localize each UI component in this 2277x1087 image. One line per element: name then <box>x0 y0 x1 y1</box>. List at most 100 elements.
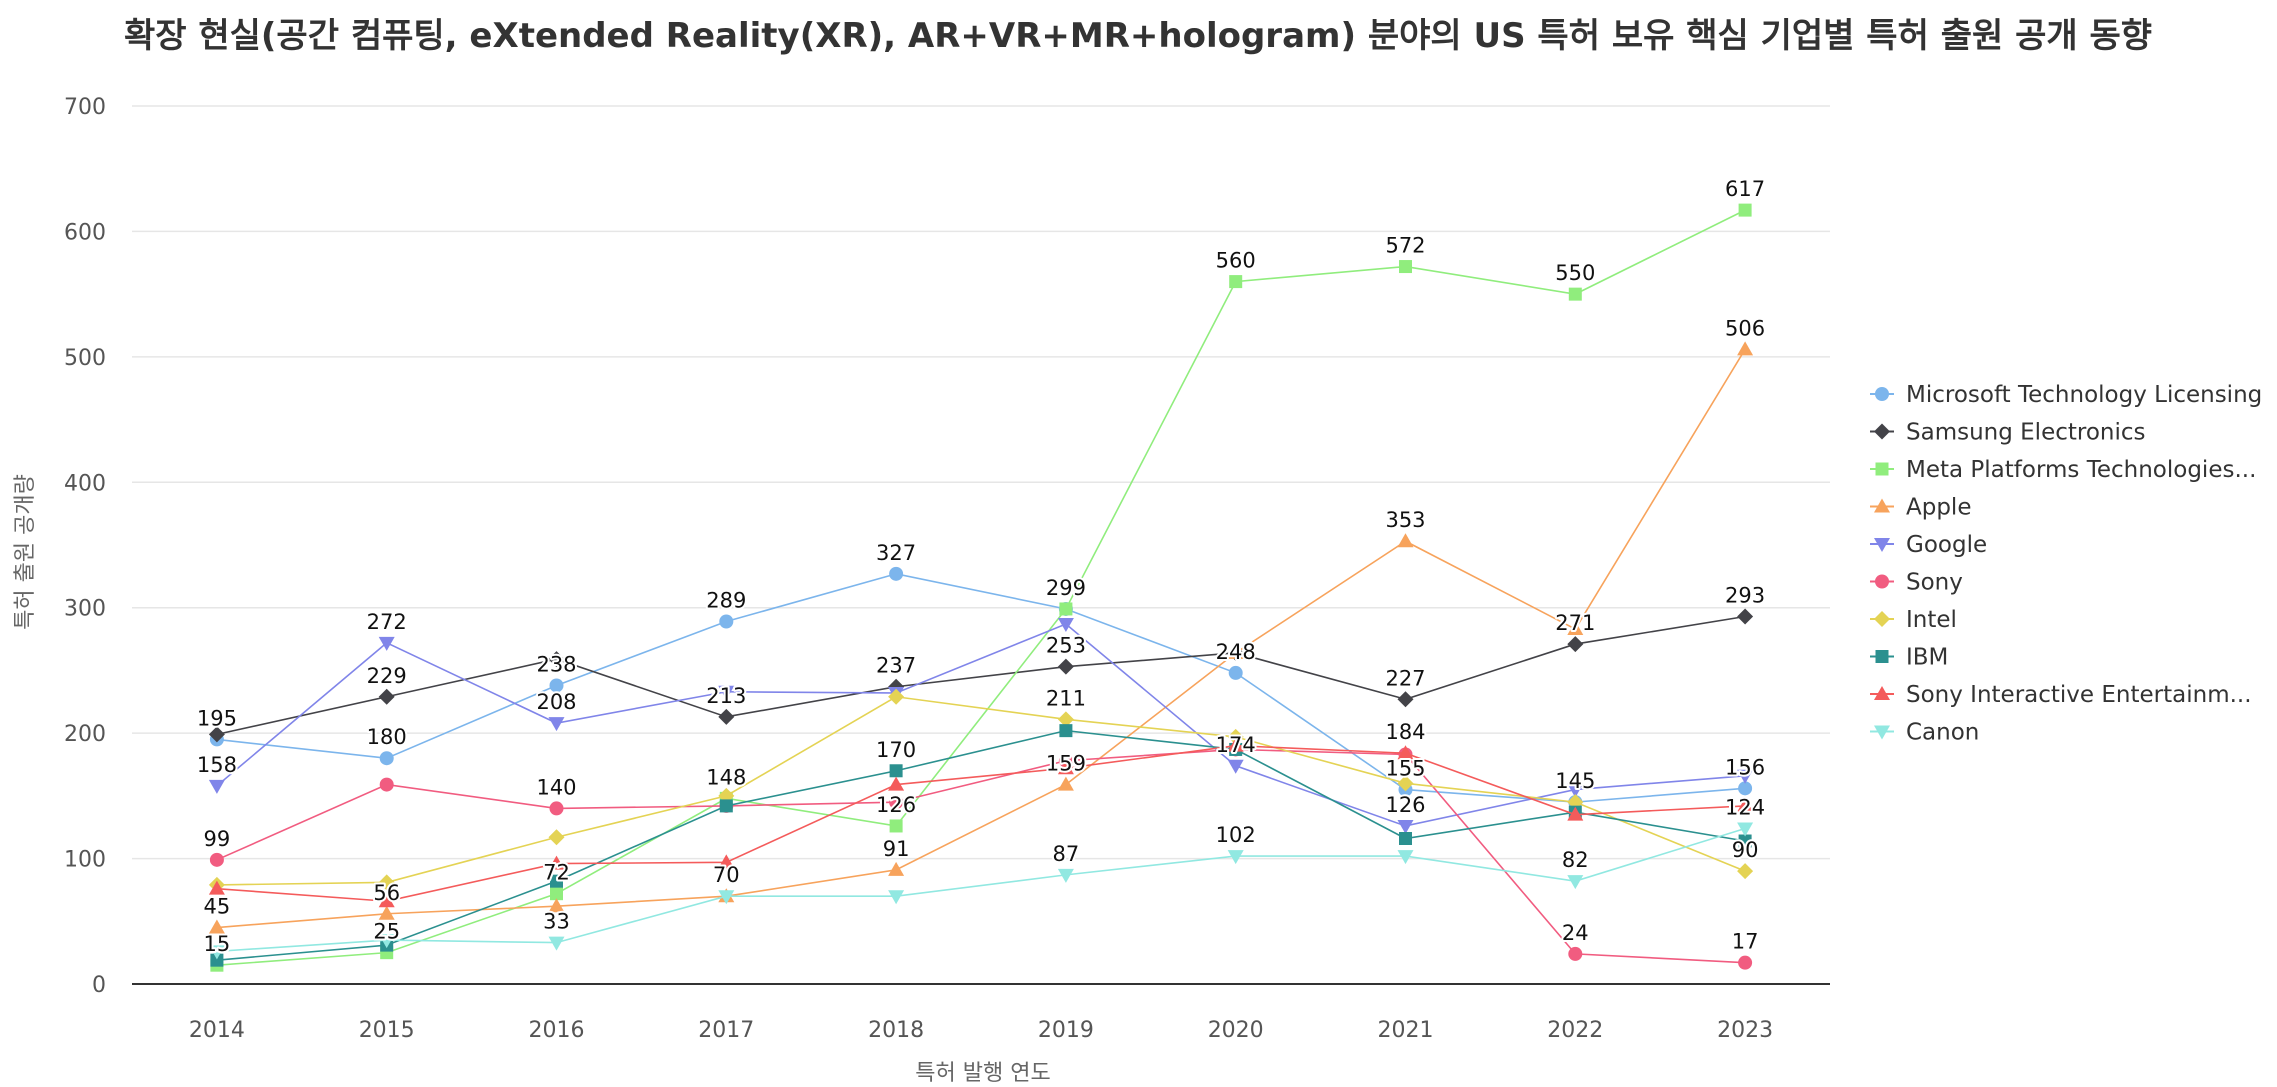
data-point <box>378 893 395 908</box>
data-label: 45 <box>204 895 231 919</box>
data-point <box>1737 608 1754 625</box>
data-point <box>888 776 905 791</box>
data-point <box>1057 868 1074 883</box>
data-label: 90 <box>1732 838 1759 862</box>
data-point <box>1737 797 1754 812</box>
y-tick-label: 600 <box>64 220 106 245</box>
data-point <box>378 905 395 920</box>
data-point <box>1738 203 1752 217</box>
data-point <box>1567 636 1584 653</box>
data-point <box>1397 850 1414 865</box>
legend-label: Sony Interactive Entertainm... <box>1906 682 2252 708</box>
data-label: 148 <box>706 765 746 789</box>
series-line <box>216 744 1746 903</box>
legend-item[interactable]: Sony Interactive Entertainm... <box>1870 682 2252 708</box>
legend-label: Google <box>1906 532 1987 558</box>
data-point <box>379 751 394 766</box>
legend-item[interactable]: Sony <box>1870 570 1963 596</box>
data-point <box>719 614 734 629</box>
data-label: 56 <box>373 881 400 905</box>
data-label: 15 <box>204 932 231 956</box>
data-point <box>1397 533 1414 548</box>
data-point <box>548 898 565 913</box>
data-label: 145 <box>1555 769 1595 793</box>
legend-marker <box>1874 611 1890 627</box>
data-point <box>888 861 905 876</box>
data-label: 211 <box>1046 686 1086 710</box>
legend-item[interactable]: Microsoft Technology Licensing <box>1870 382 2262 408</box>
legend-item[interactable]: Samsung Electronics <box>1870 420 2146 446</box>
x-axis-ticks: 2014 2015 2016 2017 2018 2019 2020 2021 2022 2023 <box>189 1018 1773 1043</box>
legend-item[interactable]: Meta Platforms Technologies... <box>1870 457 2256 483</box>
data-label: 102 <box>1216 823 1256 847</box>
data-label: 271 <box>1555 611 1595 635</box>
data-point <box>1059 602 1073 616</box>
x-axis-title: 특허 발행 연도 <box>915 1061 1050 1086</box>
data-label: 180 <box>367 725 407 749</box>
data-point <box>208 779 225 794</box>
data-point <box>1227 850 1244 865</box>
data-label: 126 <box>876 793 916 817</box>
data-label: 158 <box>197 753 237 777</box>
data-point <box>1397 819 1414 834</box>
data-point <box>378 688 395 705</box>
data-label: 506 <box>1725 316 1765 340</box>
legend-marker <box>1874 538 1890 552</box>
data-labels: 195 158 99 45 15 272 229 180 56 25 238 208 140 72 33 28… <box>195 175 1767 958</box>
data-point <box>550 874 563 888</box>
data-point <box>718 854 735 869</box>
data-point <box>889 764 903 778</box>
data-label: 70 <box>713 863 740 887</box>
data-point <box>1738 955 1753 970</box>
data-label: 253 <box>1046 634 1086 658</box>
data-label: 82 <box>1562 848 1589 872</box>
y-tick-label: 500 <box>64 346 106 371</box>
data-label: 353 <box>1385 508 1425 532</box>
data-point <box>209 852 224 867</box>
legend-item[interactable]: Intel <box>1870 607 1957 633</box>
data-label: 237 <box>876 654 916 678</box>
data-point <box>1737 863 1754 880</box>
data-point <box>1399 260 1412 274</box>
data-label: 248 <box>1216 640 1256 664</box>
data-label: 327 <box>876 541 916 565</box>
data-point <box>1567 621 1584 636</box>
data-point <box>208 945 225 960</box>
x-tick-label: 2022 <box>1547 1018 1603 1043</box>
data-label: 155 <box>1385 757 1425 781</box>
legend-item[interactable]: Google <box>1870 532 1987 558</box>
data-label: 299 <box>1046 576 1086 600</box>
data-point <box>378 934 395 949</box>
series-2 <box>210 203 1752 972</box>
series-8 <box>208 737 1754 908</box>
series-line <box>216 729 1746 961</box>
data-point <box>549 678 564 693</box>
data-point <box>378 636 395 651</box>
x-tick-label: 2019 <box>1038 1018 1094 1043</box>
x-tick-label: 2017 <box>698 1018 754 1043</box>
data-label: 617 <box>1725 177 1765 201</box>
data-point <box>550 887 563 901</box>
data-point <box>1397 775 1414 792</box>
data-label: 91 <box>883 837 910 861</box>
series-0 <box>209 566 1753 810</box>
legend-item[interactable]: Canon <box>1870 720 1979 746</box>
y-tick-label: 400 <box>64 471 106 496</box>
data-label: 293 <box>1725 583 1765 607</box>
data-point <box>718 890 735 905</box>
data-label: 195 <box>197 706 237 730</box>
data-label: 213 <box>706 684 746 708</box>
series-3 <box>208 341 1754 934</box>
legend-label: Meta Platforms Technologies... <box>1906 457 2256 483</box>
data-point <box>1227 759 1244 774</box>
legend-item[interactable]: Apple <box>1870 495 1971 521</box>
data-point <box>1567 783 1584 798</box>
legend-label: Canon <box>1906 720 1979 746</box>
data-point <box>888 688 905 705</box>
y-axis-title: 특허 출원 공개량 <box>13 474 38 630</box>
data-label: 229 <box>367 664 407 688</box>
legend-item[interactable]: IBM <box>1870 645 1948 671</box>
data-label: 25 <box>373 920 400 944</box>
data-label: 238 <box>536 652 576 676</box>
data-point <box>889 566 904 581</box>
